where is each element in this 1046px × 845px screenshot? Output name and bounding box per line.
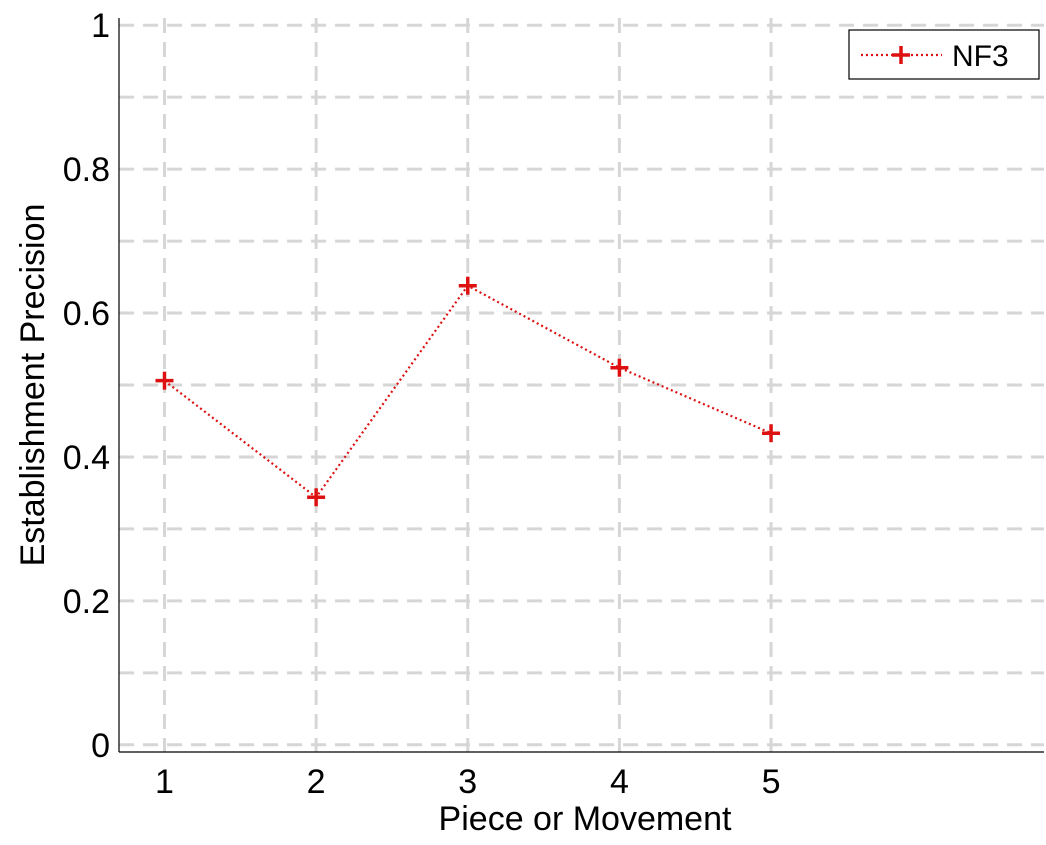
x-axis-label: Piece or Movement	[439, 800, 732, 838]
y-axis-label: Establishment Precision	[14, 204, 52, 567]
legend-box	[848, 29, 1040, 80]
legend: NF3	[848, 29, 1040, 80]
grid	[119, 18, 1044, 752]
data-point	[307, 488, 326, 507]
y-tick-label: 0.6	[63, 295, 110, 333]
legend-entry-label: NF3	[952, 40, 1009, 73]
y-tick-label: 1	[91, 7, 110, 45]
x-tick-label: 4	[610, 763, 629, 801]
legend-marker	[892, 46, 910, 64]
x-tick-label: 1	[155, 763, 174, 801]
y-tick-label: 0.8	[63, 151, 110, 189]
data-point	[610, 358, 629, 377]
y-tick-labels: 0 0.2 0.4 0.6 0.8 1	[63, 7, 110, 765]
x-tick-label: 3	[458, 763, 477, 801]
x-tick-labels: 1 2 3 4 5	[155, 763, 780, 801]
data-point	[762, 424, 781, 443]
x-tick-label: 5	[762, 763, 781, 801]
y-tick-label: 0.2	[63, 583, 110, 621]
series-layer	[155, 276, 781, 507]
data-point	[458, 276, 477, 295]
axes	[118, 18, 1044, 753]
y-tick-label: 0.4	[63, 439, 110, 477]
y-tick-label: 0	[91, 727, 110, 765]
data-point	[155, 371, 174, 390]
x-tick-label: 2	[307, 763, 326, 801]
